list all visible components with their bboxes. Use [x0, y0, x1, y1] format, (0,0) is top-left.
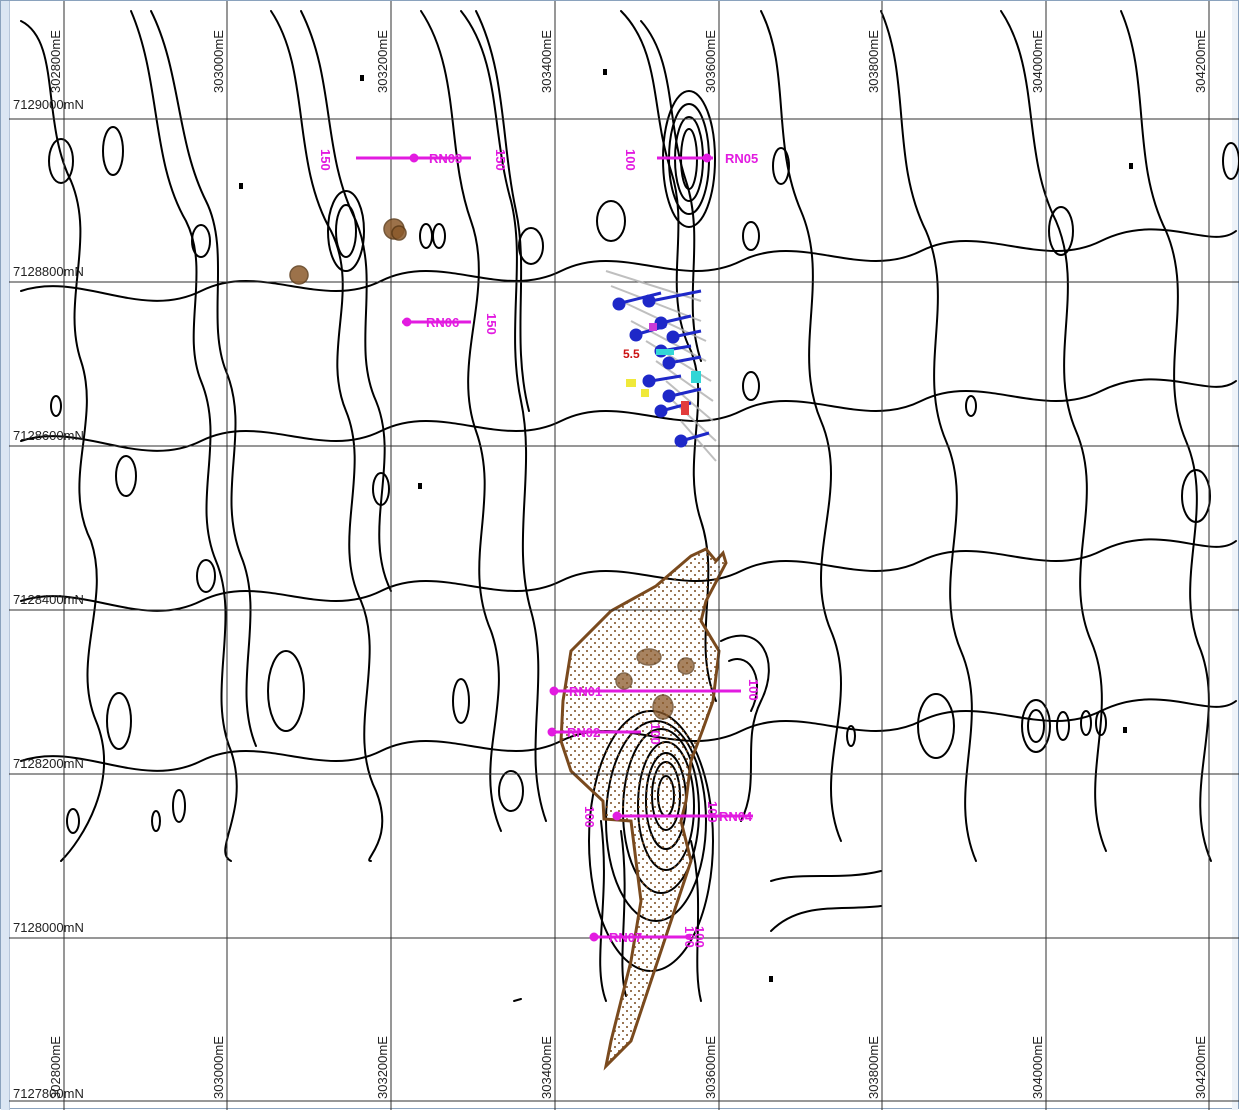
coordinate-grid	[9, 1, 1239, 1110]
northing-label: 7128200mN	[13, 756, 84, 771]
easting-label: 303000mE	[211, 30, 226, 93]
northing-label: 7129000mN	[13, 97, 84, 112]
contour-value: 100	[623, 149, 638, 171]
survey-line-label: RN03	[429, 151, 462, 166]
contour-value: 150	[484, 313, 499, 335]
point-markers	[239, 69, 1133, 982]
drillhole-cluster[interactable]: 5.5	[605, 270, 717, 462]
easting-label: 303400mE	[539, 30, 554, 93]
contour-value: 100	[746, 679, 761, 701]
contour-value: 100	[582, 806, 597, 828]
survey-line-rn03[interactable]: RN03	[356, 151, 471, 166]
easting-label: 302800mE	[48, 30, 63, 93]
survey-line-label: RN04	[719, 809, 753, 824]
survey-line-label: RN01	[569, 684, 602, 699]
window-left-border	[1, 1, 10, 1110]
prospect-pits	[289, 218, 695, 720]
northing-labels: 7129000mN 7128800mN 7128600mN 7128400mN …	[13, 97, 84, 1101]
easting-label: 303000mE	[211, 1036, 226, 1099]
easting-label: 303200mE	[375, 30, 390, 93]
window-right-border	[1232, 1, 1238, 1110]
survey-line-label: RN02	[567, 725, 600, 740]
assay-label: 5.5	[623, 347, 640, 361]
survey-line-rn04[interactable]: RN04	[612, 809, 753, 824]
easting-label: 303200mE	[375, 1036, 390, 1099]
easting-label: 304200mE	[1193, 1036, 1208, 1099]
survey-line-label: RN07	[609, 930, 642, 945]
easting-label: 303800mE	[866, 1036, 881, 1099]
easting-label: 304000mE	[1030, 1036, 1045, 1099]
easting-label: 302800mE	[48, 1036, 63, 1099]
contour-value: 100	[705, 801, 720, 823]
contour-value: 100	[648, 723, 663, 745]
survey-lines[interactable]: RN03 RN05 RN06 RN01 RN02	[356, 151, 758, 945]
contour-value: 100	[692, 926, 707, 948]
contour-value: 150	[318, 149, 333, 171]
survey-line-rn05[interactable]: RN05	[657, 151, 758, 166]
outcrop-polygon	[559, 547, 728, 1071]
northing-label: 7127800mN	[13, 1086, 84, 1101]
survey-line-rn07[interactable]: RN07	[589, 930, 691, 945]
easting-label: 303600mE	[703, 1036, 718, 1099]
survey-line-rn02[interactable]: RN02	[547, 725, 641, 740]
northing-label: 7128000mN	[13, 920, 84, 935]
survey-line-label: RN06	[426, 315, 459, 330]
contour-value: 150	[493, 149, 508, 171]
easting-label: 303800mE	[866, 30, 881, 93]
survey-line-rn01[interactable]: RN01	[549, 684, 741, 699]
easting-label: 304200mE	[1193, 30, 1208, 93]
easting-label: 303600mE	[703, 30, 718, 93]
survey-line-label: RN05	[725, 151, 758, 166]
northing-label: 7128400mN	[13, 592, 84, 607]
northing-label: 7128800mN	[13, 264, 84, 279]
easting-label: 303400mE	[539, 1036, 554, 1099]
northing-label: 7128600mN	[13, 428, 84, 443]
easting-label: 304000mE	[1030, 30, 1045, 93]
easting-labels-bottom: 302800mE 303000mE 303200mE 303400mE 3036…	[48, 1036, 1208, 1099]
easting-labels-top: 302800mE 303000mE 303200mE 303400mE 3036…	[48, 30, 1208, 93]
survey-line-rn06[interactable]: RN06	[402, 315, 471, 330]
